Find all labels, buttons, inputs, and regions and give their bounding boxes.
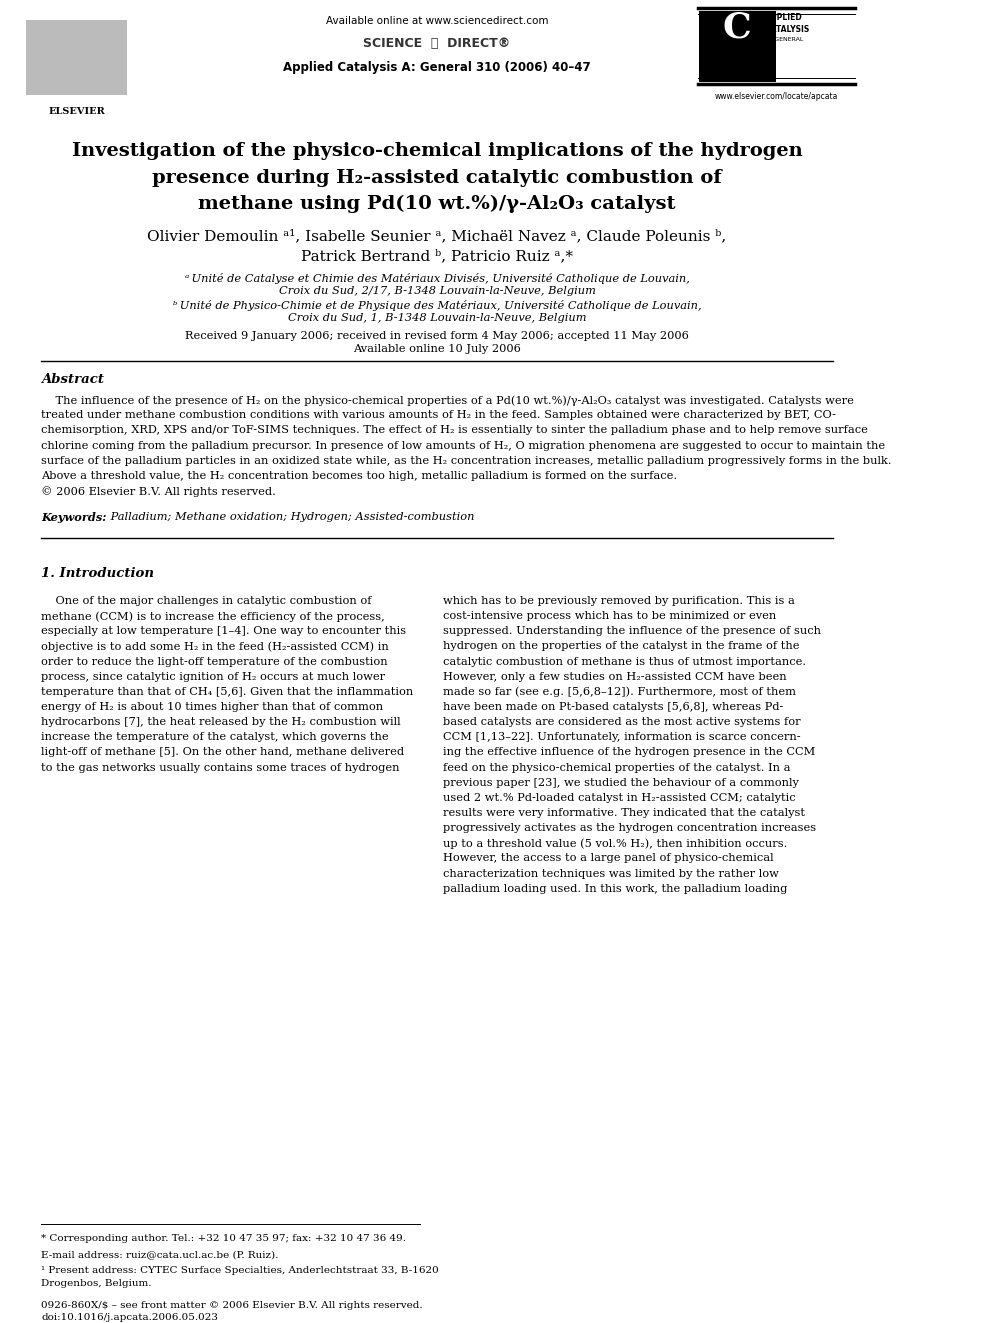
Text: Abstract: Abstract: [41, 373, 104, 386]
Text: hydrocarbons [7], the heat released by the H₂ combustion will: hydrocarbons [7], the heat released by t…: [41, 717, 401, 728]
Text: SCIENCE  ⓐ  DIRECT®: SCIENCE ⓐ DIRECT®: [363, 37, 511, 50]
Text: methane using Pd(10 wt.%)/γ-Al₂O₃ catalyst: methane using Pd(10 wt.%)/γ-Al₂O₃ cataly…: [198, 194, 676, 213]
Text: Received 9 January 2006; received in revised form 4 May 2006; accepted 11 May 20: Received 9 January 2006; received in rev…: [186, 331, 689, 340]
Text: ing the effective influence of the hydrogen presence in the CCM: ing the effective influence of the hydro…: [443, 747, 815, 758]
Text: catalytic combustion of methane is thus of utmost importance.: catalytic combustion of methane is thus …: [443, 656, 806, 667]
Text: E-mail address: ruiz@cata.ucl.ac.be (P. Ruiz).: E-mail address: ruiz@cata.ucl.ac.be (P. …: [41, 1250, 279, 1259]
Text: Drogenbos, Belgium.: Drogenbos, Belgium.: [41, 1279, 152, 1287]
Text: process, since catalytic ignition of H₂ occurs at much lower: process, since catalytic ignition of H₂ …: [41, 672, 385, 681]
Text: surface of the palladium particles in an oxidized state while, as the H₂ concent: surface of the palladium particles in an…: [41, 455, 892, 466]
Text: suppressed. Understanding the influence of the presence of such: suppressed. Understanding the influence …: [443, 626, 821, 636]
Text: Patrick Bertrand ᵇ, Patricio Ruiz ᵃ,*: Patrick Bertrand ᵇ, Patricio Ruiz ᵃ,*: [302, 249, 573, 263]
Text: APPLIED: APPLIED: [766, 13, 803, 22]
Text: 0926-860X/$ – see front matter © 2006 Elsevier B.V. All rights reserved.: 0926-860X/$ – see front matter © 2006 El…: [41, 1302, 423, 1310]
Text: have been made on Pt-based catalysts [5,6,8], whereas Pd-: have been made on Pt-based catalysts [5,…: [443, 703, 784, 712]
Text: Palladium; Methane oxidation; Hydrogen; Assisted-combustion: Palladium; Methane oxidation; Hydrogen; …: [107, 512, 474, 521]
Bar: [699, 11, 777, 82]
Text: * Corresponding author. Tel.: +32 10 47 35 97; fax: +32 10 47 36 49.: * Corresponding author. Tel.: +32 10 47 …: [41, 1234, 406, 1244]
Text: used 2 wt.% Pd-loaded catalyst in H₂-assisted CCM; catalytic: used 2 wt.% Pd-loaded catalyst in H₂-ass…: [443, 792, 796, 803]
Text: CATALYSIS: CATALYSIS: [766, 25, 810, 34]
Text: order to reduce the light-off temperature of the combustion: order to reduce the light-off temperatur…: [41, 656, 388, 667]
Text: to the gas networks usually contains some traces of hydrogen: to the gas networks usually contains som…: [41, 762, 400, 773]
Text: light-off of methane [5]. On the other hand, methane delivered: light-off of methane [5]. On the other h…: [41, 747, 404, 758]
Text: up to a threshold value (5 vol.% H₂), then inhibition occurs.: up to a threshold value (5 vol.% H₂), th…: [443, 839, 788, 849]
Text: The influence of the presence of H₂ on the physico-chemical properties of a Pd(1: The influence of the presence of H₂ on t…: [41, 396, 854, 406]
Text: objective is to add some H₂ in the feed (H₂-assisted CCM) in: objective is to add some H₂ in the feed …: [41, 642, 389, 652]
Text: Croix du Sud, 2/17, B-1348 Louvain-la-Neuve, Belgium: Croix du Sud, 2/17, B-1348 Louvain-la-Ne…: [279, 286, 595, 296]
Text: Applied Catalysis A: General 310 (2006) 40–47: Applied Catalysis A: General 310 (2006) …: [284, 61, 591, 74]
Text: www.elsevier.com/locate/apcata: www.elsevier.com/locate/apcata: [714, 93, 838, 101]
Text: Available online 10 July 2006: Available online 10 July 2006: [353, 344, 521, 353]
Text: CCM [1,13–22]. Unfortunately, information is scarce concern-: CCM [1,13–22]. Unfortunately, informatio…: [443, 733, 801, 742]
Text: Available online at www.sciencedirect.com: Available online at www.sciencedirect.co…: [325, 16, 549, 26]
Text: One of the major challenges in catalytic combustion of: One of the major challenges in catalytic…: [41, 595, 372, 606]
Text: energy of H₂ is about 10 times higher than that of common: energy of H₂ is about 10 times higher th…: [41, 703, 383, 712]
Text: © 2006 Elsevier B.V. All rights reserved.: © 2006 Elsevier B.V. All rights reserved…: [41, 486, 276, 496]
Text: C: C: [722, 11, 751, 45]
Text: However, only a few studies on H₂-assisted CCM have been: However, only a few studies on H₂-assist…: [443, 672, 787, 681]
Text: treated under methane combustion conditions with various amounts of H₂ in the fe: treated under methane combustion conditi…: [41, 410, 836, 421]
Text: made so far (see e.g. [5,6,8–12]). Furthermore, most of them: made so far (see e.g. [5,6,8–12]). Furth…: [443, 687, 797, 697]
Text: cost-intensive process which has to be minimized or even: cost-intensive process which has to be m…: [443, 611, 777, 620]
Text: feed on the physico-chemical properties of the catalyst. In a: feed on the physico-chemical properties …: [443, 762, 791, 773]
Text: ᵇ Unité de Physico-Chimie et de Physique des Matériaux, Université Catholique de: ᵇ Unité de Physico-Chimie et de Physique…: [173, 300, 701, 311]
Text: results were very informative. They indicated that the catalyst: results were very informative. They indi…: [443, 808, 806, 818]
Text: based catalysts are considered as the most active systems for: based catalysts are considered as the mo…: [443, 717, 801, 728]
Text: 1. Introduction: 1. Introduction: [41, 568, 154, 579]
Text: However, the access to a large panel of physico-chemical: However, the access to a large panel of …: [443, 853, 774, 864]
Text: Keywords:: Keywords:: [41, 512, 106, 523]
Text: increase the temperature of the catalyst, which governs the: increase the temperature of the catalyst…: [41, 733, 389, 742]
Text: Olivier Demoulin ᵃ¹, Isabelle Seunier ᵃ, Michaël Navez ᵃ, Claude Poleunis ᵇ,: Olivier Demoulin ᵃ¹, Isabelle Seunier ᵃ,…: [148, 229, 727, 243]
Text: hydrogen on the properties of the catalyst in the frame of the: hydrogen on the properties of the cataly…: [443, 642, 800, 651]
Text: progressively activates as the hydrogen concentration increases: progressively activates as the hydrogen …: [443, 823, 816, 833]
Text: Croix du Sud, 1, B-1348 Louvain-la-Neuve, Belgium: Croix du Sud, 1, B-1348 Louvain-la-Neuve…: [288, 314, 586, 323]
Text: which has to be previously removed by purification. This is a: which has to be previously removed by pu…: [443, 595, 795, 606]
Text: Above a threshold value, the H₂ concentration becomes too high, metallic palladi: Above a threshold value, the H₂ concentr…: [41, 471, 678, 480]
Text: doi:10.1016/j.apcata.2006.05.023: doi:10.1016/j.apcata.2006.05.023: [41, 1314, 218, 1322]
Text: chlorine coming from the palladium precursor. In presence of low amounts of H₂, : chlorine coming from the palladium precu…: [41, 441, 885, 451]
Text: chemisorption, XRD, XPS and/or ToF-SIMS techniques. The effect of H₂ is essentia: chemisorption, XRD, XPS and/or ToF-SIMS …: [41, 426, 868, 435]
Text: ¹ Present address: CYTEC Surface Specialties, Anderlechtstraat 33, B-1620: ¹ Present address: CYTEC Surface Special…: [41, 1266, 438, 1274]
Text: A: GENERAL: A: GENERAL: [766, 37, 804, 42]
Text: presence during H₂-assisted catalytic combustion of: presence during H₂-assisted catalytic co…: [152, 168, 722, 187]
Text: ᵃ Unité de Catalyse et Chimie des Matériaux Divisés, Université Catholique de Lo: ᵃ Unité de Catalyse et Chimie des Matéri…: [185, 273, 689, 283]
Text: characterization techniques was limited by the rather low: characterization techniques was limited …: [443, 869, 779, 878]
Text: temperature than that of CH₄ [5,6]. Given that the inflammation: temperature than that of CH₄ [5,6]. Give…: [41, 687, 414, 697]
Text: Investigation of the physico-chemical implications of the hydrogen: Investigation of the physico-chemical im…: [71, 143, 803, 160]
Text: especially at low temperature [1–4]. One way to encounter this: especially at low temperature [1–4]. One…: [41, 626, 406, 636]
Text: palladium loading used. In this work, the palladium loading: palladium loading used. In this work, th…: [443, 884, 788, 894]
Text: methane (CCM) is to increase the efficiency of the process,: methane (CCM) is to increase the efficie…: [41, 611, 385, 622]
Text: previous paper [23], we studied the behaviour of a commonly: previous paper [23], we studied the beha…: [443, 778, 800, 787]
Bar: [26, 20, 127, 95]
Text: ELSEVIER: ELSEVIER: [49, 107, 105, 115]
